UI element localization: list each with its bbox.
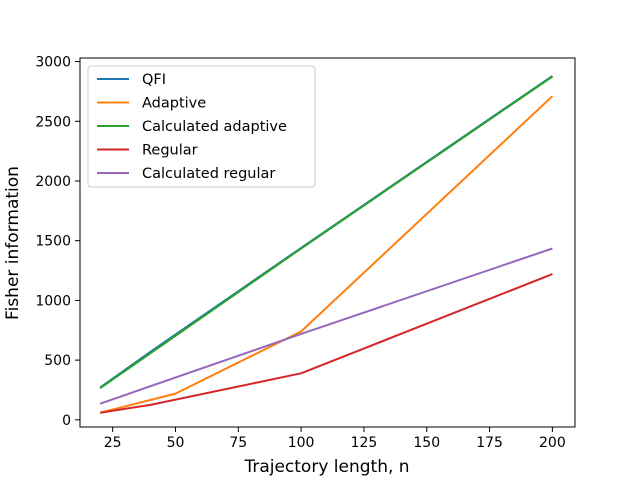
- series-line-calculated-regular: [99, 247, 553, 405]
- x-tick-label: 25: [104, 435, 122, 451]
- y-tick-label: 500: [44, 353, 71, 369]
- y-tick-label: 0: [62, 413, 71, 429]
- series-line-calculated-adaptive: [99, 75, 553, 390]
- legend-label-regular: Regular: [142, 143, 198, 159]
- x-tick-label: 125: [351, 435, 378, 451]
- x-tick-label: 100: [288, 435, 315, 451]
- legend: QFI Adaptive Calculated adaptive Regular Cal…: [87, 65, 316, 188]
- legend-label-calculated-regular: Calculated regular: [142, 166, 275, 182]
- x-tick-label: 50: [167, 435, 185, 451]
- y-tick-label: 2500: [35, 114, 71, 130]
- x-tick-label: 75: [229, 435, 247, 451]
- x-tick-label: 175: [476, 435, 503, 451]
- x-axis-ticks: 25 50 75 100 125 150 175 200: [104, 427, 566, 451]
- y-axis-ticks: 0 500 1000 1500 2000 2500 3000: [35, 55, 80, 429]
- legend-label-adaptive: Adaptive: [142, 96, 206, 112]
- x-tick-label: 150: [413, 435, 440, 451]
- series-line-adaptive: [99, 95, 554, 414]
- y-tick-label: 1000: [35, 293, 71, 309]
- y-tick-label: 1500: [35, 234, 71, 250]
- x-axis-label: Trajectory length, n: [243, 457, 409, 477]
- legend-box: [87, 65, 316, 188]
- series-line-regular: [99, 273, 553, 414]
- x-tick-label: 200: [539, 435, 566, 451]
- series-layer: [99, 75, 554, 414]
- y-axis-label: Fisher information: [3, 166, 23, 320]
- y-tick-label: 2000: [35, 174, 71, 190]
- plot-frame: [79, 57, 576, 428]
- y-tick-label: 3000: [35, 55, 71, 71]
- legend-label-qfi: QFI: [142, 72, 166, 88]
- legend-label-calculated-adaptive: Calculated adaptive: [142, 119, 287, 135]
